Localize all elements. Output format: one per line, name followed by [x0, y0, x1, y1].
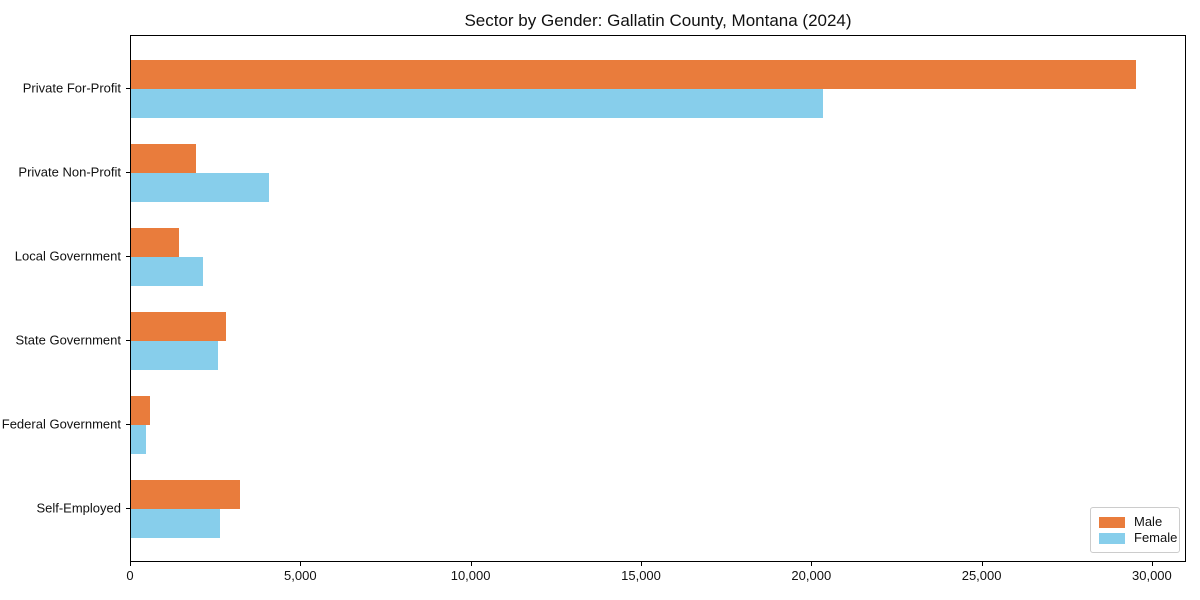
y-tick-label-private-non-profit: Private Non-Profit [18, 164, 121, 180]
bar-female-private-for-profit [131, 89, 823, 118]
x-tick-label-0: 0 [126, 568, 134, 583]
x-tick-mark [981, 562, 983, 566]
plot-area [130, 35, 1186, 562]
y-tick-mark [126, 508, 130, 509]
legend-entry-female: Female [1099, 531, 1177, 545]
x-tick-mark [811, 562, 813, 566]
bar-female-local-government [131, 257, 203, 286]
bar-female-private-non-profit [131, 173, 269, 202]
y-tick-label-local-government: Local Government [14, 248, 121, 264]
bar-female-state-government [131, 341, 218, 370]
y-tick-mark [126, 172, 130, 173]
x-tick-mark [130, 562, 131, 566]
y-tick-label-self-employed: Self-Employed [36, 500, 121, 516]
x-tick-label-30-000: 30,000 [1132, 568, 1172, 583]
bar-male-private-for-profit [131, 60, 1136, 89]
legend-swatch-male-icon [1099, 516, 1125, 528]
bar-male-local-government [131, 228, 179, 257]
y-tick-mark [126, 256, 130, 257]
x-tick-label-20-000: 20,000 [791, 568, 832, 583]
legend-swatch-female-icon [1099, 532, 1125, 544]
y-tick-label-private-for-profit: Private For-Profit [22, 80, 121, 96]
y-tick-label-federal-government: Federal Government [1, 416, 121, 432]
x-tick-mark [1151, 562, 1153, 566]
bar-female-self-employed [131, 509, 220, 538]
legend-label-female: Female [1134, 530, 1178, 545]
x-tick-mark [470, 562, 472, 566]
y-tick-label-state-government: State Government [15, 332, 122, 348]
chart-title: Sector by Gender: Gallatin County, Monta… [464, 11, 852, 30]
bar-male-state-government [131, 312, 227, 341]
bar-male-federal-government [131, 396, 150, 425]
y-tick-mark [126, 88, 130, 89]
y-tick-mark [126, 340, 130, 341]
bar-female-federal-government [131, 425, 147, 454]
x-tick-mark [641, 562, 642, 566]
x-tick-label-15-000: 15,000 [621, 568, 661, 583]
legend-entry-male: Male [1099, 515, 1171, 529]
x-tick-mark [300, 562, 302, 566]
legend-label-male: Male [1134, 514, 1163, 529]
x-tick-label-25-000: 25,000 [961, 568, 1002, 583]
x-tick-label-5-000: 5,000 [284, 568, 317, 583]
x-tick-label-10-000: 10,000 [450, 568, 491, 583]
bar-male-private-non-profit [131, 144, 196, 173]
y-tick-mark [126, 424, 130, 425]
bar-male-self-employed [131, 480, 240, 509]
legend: Male Female [1090, 507, 1180, 553]
